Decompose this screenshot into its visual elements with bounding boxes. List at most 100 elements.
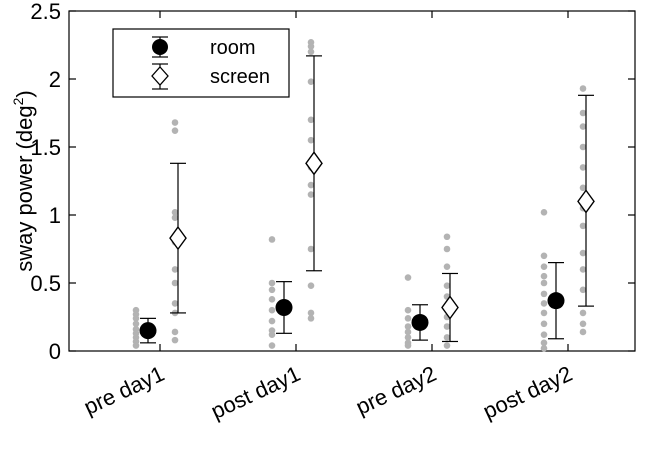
data-point-individual (579, 109, 587, 117)
data-point-individual (540, 331, 548, 338)
data-point-individual (307, 43, 315, 50)
data-point-individual (540, 344, 548, 352)
data-point-individual (307, 191, 315, 198)
data-point-individual (579, 123, 587, 130)
data-point-individual (171, 336, 179, 344)
data-point-individual (579, 328, 587, 336)
data-point-individual (171, 266, 179, 273)
data-point-individual (540, 279, 548, 287)
data-point-individual (171, 208, 179, 216)
data-point-individual (443, 263, 451, 270)
data-point-individual (268, 317, 276, 325)
y-tick-label: 2.5 (30, 0, 61, 24)
data-point-individual (171, 127, 179, 134)
legend-room-symbol (152, 36, 168, 58)
x-category-label: post day1 (207, 361, 304, 424)
legend-room-label: room (210, 37, 256, 59)
y-axis-title: sway power (deg2) (10, 90, 37, 271)
data-point-individual (268, 286, 276, 294)
data-point-individual (268, 296, 276, 303)
data-point-individual (579, 164, 587, 171)
data-point-individual (443, 245, 451, 253)
data-point-individual (268, 306, 276, 314)
data-point-individual (579, 184, 587, 192)
data-point-individual (307, 315, 315, 322)
data-point-individual (307, 282, 315, 290)
data-point-individual (540, 252, 548, 260)
data-point-individual (404, 342, 412, 349)
data-point-individual (579, 249, 587, 257)
mean-markers (139, 151, 595, 340)
plot-frame (68, 10, 636, 352)
data-point-individual (579, 309, 587, 317)
data-point-individual (443, 323, 451, 330)
mean-marker-screen (305, 151, 323, 176)
data-point-individual (132, 342, 140, 349)
y-tick-label: 1 (49, 203, 61, 228)
data-point-individual (171, 300, 179, 307)
mean-marker-screen (169, 225, 187, 251)
data-point-individual (307, 48, 315, 56)
x-category-label: pre day2 (352, 361, 440, 420)
data-point-individual (268, 236, 276, 243)
data-point-individual (404, 334, 412, 341)
mean-marker-screen (441, 295, 459, 320)
mean-marker-screen (577, 189, 595, 214)
data-point-individual (443, 233, 451, 241)
legend-box (112, 28, 290, 98)
y-axis-title-main: sway power (deg (12, 105, 37, 271)
y-axis: 0 0.5 1 1.5 2 2.5 (30, 0, 635, 364)
data-point-individual (132, 320, 140, 328)
legend-screen-label: screen (210, 66, 270, 88)
data-point-individual (540, 309, 548, 317)
data-point-individual (404, 274, 412, 281)
y-tick-label: 2 (49, 67, 61, 92)
data-point-individual (171, 279, 179, 287)
legend-screen-symbol (151, 63, 169, 90)
data-point-individual (307, 136, 315, 144)
data-point-individual (404, 315, 412, 322)
data-point-individual (307, 245, 315, 253)
data-point-individual (268, 331, 276, 338)
mean-marker-room (139, 322, 157, 340)
data-point-individual (268, 279, 276, 287)
data-point-individual (579, 320, 587, 328)
individual-points (132, 38, 587, 352)
y-tick-label: 0 (49, 339, 61, 364)
data-point-individual (171, 119, 179, 126)
data-point-individual (171, 328, 179, 336)
data-point-individual (404, 306, 412, 314)
y-tick-label: 0.5 (30, 271, 61, 296)
data-point-individual (540, 272, 548, 280)
data-point-individual (579, 85, 587, 92)
y-axis-title-sup: 2 (10, 97, 26, 105)
data-point-individual (579, 143, 587, 151)
data-point-individual (579, 286, 587, 294)
data-point-individual (443, 282, 451, 290)
data-point-individual (540, 300, 548, 307)
data-point-individual (540, 208, 548, 216)
mean-marker-room (547, 292, 565, 310)
data-point-individual (268, 342, 276, 349)
data-point-individual (540, 339, 548, 347)
data-point-individual (307, 78, 315, 86)
legend: room screen (112, 28, 290, 98)
data-point-individual (540, 290, 548, 298)
data-point-individual (443, 334, 451, 341)
data-point-individual (443, 342, 451, 349)
data-point-individual (132, 315, 140, 322)
y-tick-label: 1.5 (30, 135, 61, 160)
mean-marker-room (275, 298, 293, 316)
data-point-individual (540, 320, 548, 328)
data-point-individual (307, 181, 315, 189)
data-point-individual (404, 323, 412, 330)
x-category-label: post day2 (479, 361, 576, 424)
mean-marker-room (411, 313, 429, 331)
data-point-individual (540, 263, 548, 270)
error-bars (140, 55, 594, 344)
data-point-individual (171, 214, 179, 222)
data-point-individual (579, 222, 587, 230)
data-point-individual (307, 116, 315, 124)
data-point-individual (579, 266, 587, 273)
